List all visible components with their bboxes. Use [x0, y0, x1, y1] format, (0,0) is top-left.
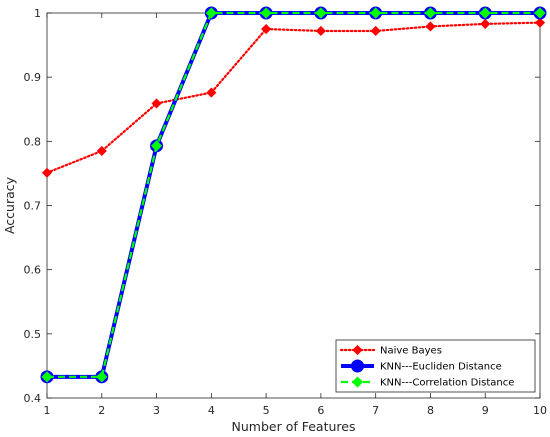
y-tick-label: 1: [34, 7, 41, 20]
x-tick-label: 9: [482, 404, 489, 417]
x-tick-label: 2: [98, 404, 105, 417]
legend-label: KNN---Eucliden Distance: [380, 362, 502, 373]
plot-area: [46, 12, 541, 399]
legend-label: KNN---Correlation Distance: [380, 378, 514, 389]
data-point: [150, 140, 163, 152]
legend-label: Naive Bayes: [380, 346, 442, 357]
data-point: [315, 7, 327, 19]
x-tick-label: 8: [427, 404, 434, 417]
y-tick-label: 0.9: [24, 71, 42, 84]
x-tick-label: 5: [263, 404, 270, 417]
data-point: [424, 7, 437, 19]
x-axis-title: Number of Features: [232, 419, 356, 434]
y-tick-label: 0.4: [24, 392, 42, 405]
data-point: [41, 167, 53, 178]
data-point: [205, 7, 217, 19]
data-point: [479, 7, 491, 19]
data-point: [41, 371, 53, 383]
series-0: [41, 17, 546, 178]
legend: Naive Bayes KNN---Eucliden Distance KNN---…: [335, 339, 536, 393]
x-tick-label: 7: [372, 404, 379, 417]
data-point: [480, 18, 491, 29]
y-tick-label: 0.5: [24, 328, 42, 341]
y-tick-label: 0.8: [24, 135, 42, 148]
data-point: [96, 371, 108, 383]
data-point: [206, 87, 217, 98]
data-point: [96, 145, 107, 157]
data-point: [315, 25, 326, 37]
y-tick-label: 0.7: [24, 200, 42, 213]
legend-swatch-marker: [352, 344, 363, 356]
data-point: [534, 7, 546, 19]
data-point: [261, 23, 272, 35]
y-tick-label: 0.6: [24, 264, 42, 277]
series-2: [41, 7, 546, 383]
legend-swatch-marker: [351, 376, 364, 388]
series-line: [47, 11, 540, 378]
data-point: [425, 21, 436, 32]
legend-swatch-marker: [351, 359, 364, 373]
x-tick-label: 1: [44, 404, 51, 417]
data-point: [260, 7, 272, 19]
y-axis-title: Accuracy: [2, 176, 17, 234]
data-point: [370, 25, 381, 37]
legend-item: KNN---Eucliden Distance: [341, 359, 502, 373]
x-tick-label: 6: [317, 404, 324, 417]
data-point: [534, 17, 546, 28]
x-tick-label: 3: [153, 404, 160, 417]
x-tick-label: 10: [533, 404, 547, 417]
legend-item: Naive Bayes: [339, 344, 442, 357]
data-point: [370, 7, 382, 19]
series-line: [45, 21, 542, 174]
legend-item: KNN---Correlation Distance: [341, 376, 514, 389]
data-point: [151, 98, 162, 109]
series-layer: [40, 6, 547, 384]
x-tick-label: 4: [208, 404, 215, 417]
